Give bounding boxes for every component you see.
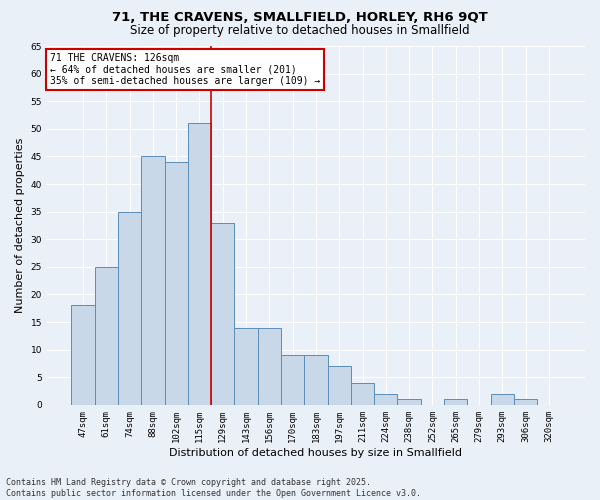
Bar (514, 400, 537, 405)
Text: 71 THE CRAVENS: 126sqm
← 64% of detached houses are smaller (201)
35% of semi-de: 71 THE CRAVENS: 126sqm ← 64% of detached… (50, 53, 320, 86)
Bar (95, 267, 118, 405)
Bar (258, 328, 281, 405)
Text: 71, THE CRAVENS, SMALLFIELD, HORLEY, RH6 9QT: 71, THE CRAVENS, SMALLFIELD, HORLEY, RH6… (112, 11, 488, 24)
Bar (118, 212, 141, 405)
Bar (491, 394, 514, 405)
Text: Size of property relative to detached houses in Smallfield: Size of property relative to detached ho… (130, 24, 470, 37)
X-axis label: Distribution of detached houses by size in Smallfield: Distribution of detached houses by size … (169, 448, 463, 458)
Bar (188, 124, 211, 405)
Bar (235, 328, 258, 405)
Bar (351, 383, 374, 405)
Bar (71, 306, 95, 405)
Bar (211, 222, 235, 405)
Bar (397, 400, 421, 405)
Bar (444, 400, 467, 405)
Bar (164, 162, 188, 405)
Y-axis label: Number of detached properties: Number of detached properties (15, 138, 25, 313)
Bar (328, 366, 351, 405)
Bar (281, 355, 304, 405)
Bar (141, 156, 164, 405)
Bar (304, 355, 328, 405)
Text: Contains HM Land Registry data © Crown copyright and database right 2025.
Contai: Contains HM Land Registry data © Crown c… (6, 478, 421, 498)
Bar (374, 394, 397, 405)
